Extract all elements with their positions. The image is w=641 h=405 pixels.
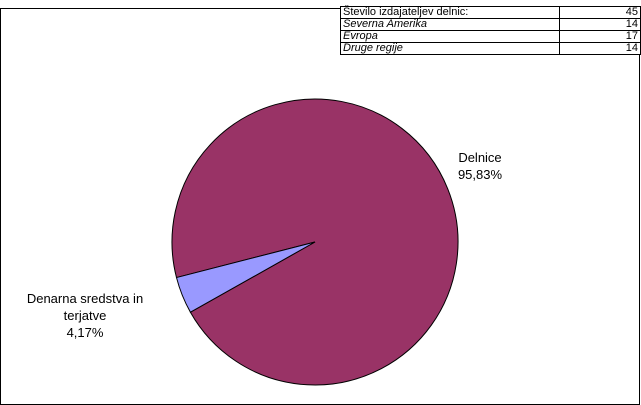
table-cell: Severna Amerika — [340, 18, 560, 31]
table-cell: Število izdajateljev delnic: — [340, 6, 560, 19]
value-label: 95,83% — [457, 167, 503, 182]
pie-slice — [175, 241, 316, 313]
table-row: Število izdajateljev delnic: 45 — [340, 6, 641, 19]
table-cell: Evropa — [340, 30, 560, 43]
table-cell: 14 — [559, 42, 641, 55]
table-row: Druge regije 14 — [340, 42, 641, 55]
slice-label: Delnice 95,83% — [418, 149, 542, 183]
table-cell: 17 — [559, 30, 641, 43]
category-label: Denarna sredstva in terjatve — [26, 291, 144, 323]
info-table: Število izdajateljev delnic: 45 Severna A… — [340, 6, 641, 55]
value-label: 4,17% — [66, 325, 104, 340]
slice-label: Denarna sredstva in terjatve 4,17% — [20, 290, 150, 341]
table-row: Evropa 17 — [340, 30, 641, 43]
table-cell: 45 — [559, 6, 641, 19]
table-row: Severna Amerika 14 — [340, 18, 641, 31]
category-label: Delnice — [458, 150, 502, 165]
table-cell: Druge regije — [340, 42, 560, 55]
table-cell: 14 — [559, 18, 641, 31]
